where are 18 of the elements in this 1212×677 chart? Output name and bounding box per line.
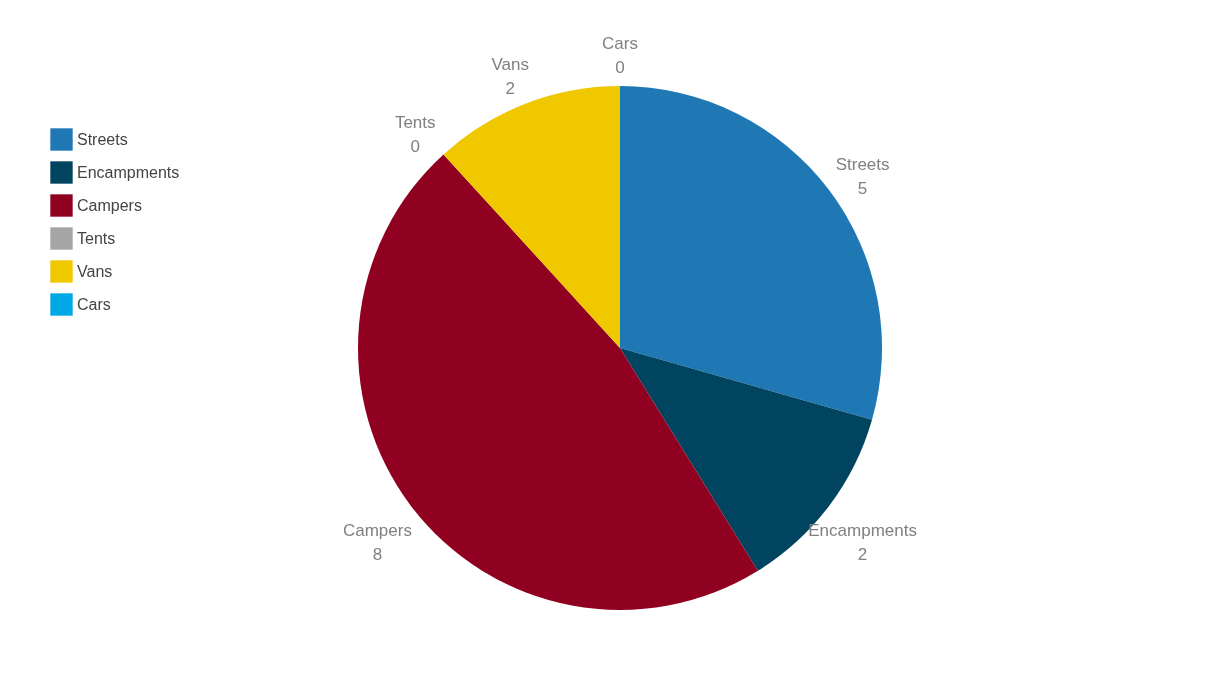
text: 0 [615, 58, 625, 77]
legend-label: Tents [77, 229, 116, 247]
category-label: Tents [394, 113, 436, 133]
legend-label: Cars [77, 295, 111, 313]
data-label: 2 [505, 78, 515, 98]
slice-label: Campers [342, 521, 412, 541]
data-label: 5 [857, 178, 868, 198]
legend-label: Encampments [77, 163, 180, 181]
slice-label: Encampments [808, 521, 917, 541]
category-label: Cars [602, 34, 638, 53]
text: 0 [410, 137, 420, 157]
legend-label: Vans [77, 262, 113, 280]
data-label: 2 [857, 545, 868, 565]
legend-label: Streets [77, 130, 128, 148]
slice-label: Vans [491, 54, 529, 74]
data-label: 8 [372, 545, 383, 565]
legend-label: Campers [77, 196, 142, 214]
slice-label: Streets [835, 154, 890, 174]
